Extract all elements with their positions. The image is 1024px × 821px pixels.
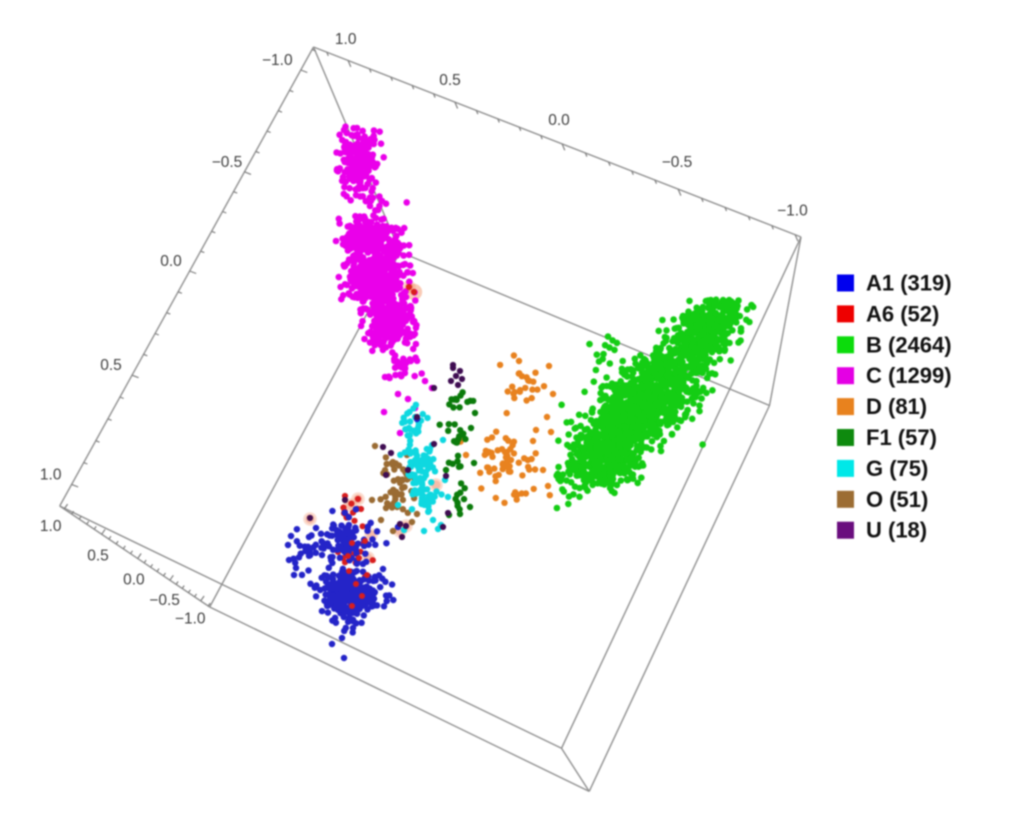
svg-text:1.0: 1.0	[335, 31, 357, 48]
svg-text:0.5: 0.5	[100, 357, 122, 374]
svg-text:G (75): G (75)	[866, 456, 928, 481]
svg-text:F1 (57): F1 (57)	[866, 425, 937, 450]
svg-text:0.0: 0.0	[548, 112, 570, 129]
svg-text:B (2464): B (2464)	[866, 332, 952, 357]
svg-text:−1.0: −1.0	[175, 611, 206, 628]
svg-text:−1.0: −1.0	[262, 52, 293, 69]
svg-text:−0.5: −0.5	[149, 592, 180, 609]
svg-text:0.0: 0.0	[160, 253, 182, 270]
svg-text:−0.5: −0.5	[212, 154, 243, 171]
svg-text:0.5: 0.5	[439, 72, 461, 89]
svg-text:1.0: 1.0	[40, 518, 62, 535]
svg-text:A6 (52): A6 (52)	[866, 301, 939, 326]
svg-text:D (81): D (81)	[866, 394, 927, 419]
svg-text:0.0: 0.0	[123, 572, 145, 589]
svg-text:−1.0: −1.0	[777, 203, 808, 220]
svg-text:C (1299): C (1299)	[866, 363, 952, 388]
svg-text:1.0: 1.0	[40, 467, 62, 484]
svg-text:A1 (319): A1 (319)	[866, 271, 952, 296]
svg-text:−0.5: −0.5	[662, 154, 693, 171]
svg-text:U (18): U (18)	[866, 518, 927, 543]
svg-text:O (51): O (51)	[866, 487, 928, 512]
svg-text:0.5: 0.5	[87, 547, 109, 564]
